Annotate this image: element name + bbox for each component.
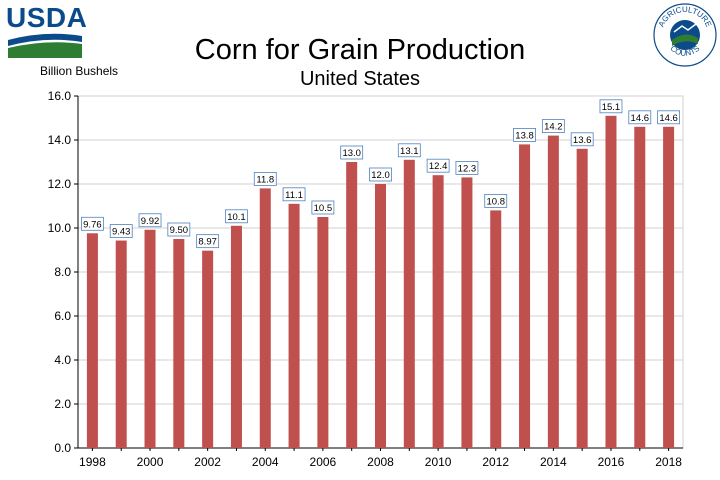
y-tick-label: 2.0 xyxy=(54,397,71,411)
data-label-2005: 11.1 xyxy=(285,190,303,201)
data-label-box xyxy=(109,224,133,238)
x-tick-label: 2004 xyxy=(252,455,279,469)
usda-logo: USDA xyxy=(6,2,87,62)
data-label-2012: 10.8 xyxy=(486,196,505,207)
usda-logo-text: USDA xyxy=(6,2,88,33)
usda-logo-swoosh-icon xyxy=(8,33,82,58)
bar-1999 xyxy=(115,240,127,448)
x-tick-label: 2008 xyxy=(367,455,394,469)
agriculture-counts-seal: AGRICULTURE COUNTS xyxy=(653,3,717,67)
data-label-2013: 13.8 xyxy=(515,130,534,141)
data-label-2004: 11.8 xyxy=(256,174,274,185)
data-label-2003: 10.1 xyxy=(227,212,246,223)
bar-2005 xyxy=(288,203,300,448)
y-axis-label: Billion Bushels xyxy=(40,64,119,78)
bar-2004 xyxy=(259,188,271,448)
bar-2009 xyxy=(403,159,415,449)
bar-1998 xyxy=(86,233,98,448)
bar-2010 xyxy=(432,175,444,448)
data-label-2014: 14.2 xyxy=(544,122,563,133)
x-tick-label: 2006 xyxy=(310,455,337,469)
bar-2007 xyxy=(346,162,358,448)
bar-2000 xyxy=(144,229,156,448)
data-label-2006: 10.5 xyxy=(314,203,333,214)
data-label-box xyxy=(541,119,565,133)
data-label-2010: 12.4 xyxy=(429,161,448,172)
data-label-box xyxy=(138,213,162,228)
data-label-box xyxy=(657,110,680,125)
x-tick-label: 2016 xyxy=(598,455,625,469)
data-label-2008: 12.0 xyxy=(371,170,390,181)
data-label-2009: 13.1 xyxy=(400,146,419,157)
bar-2012 xyxy=(490,210,502,448)
y-tick-label: 4.0 xyxy=(54,353,71,367)
data-label-box xyxy=(628,110,652,125)
bar-2003 xyxy=(230,225,242,448)
data-label-2016: 15.1 xyxy=(602,102,621,113)
data-label-box xyxy=(484,193,508,208)
y-tick-label: 8.0 xyxy=(54,265,71,279)
data-label-box xyxy=(426,158,450,173)
bar-2014 xyxy=(547,135,559,448)
bar-2006 xyxy=(317,217,329,448)
y-tick-label: 12.0 xyxy=(48,177,72,191)
data-label-1999: 9.43 xyxy=(112,227,131,238)
data-label-2018: 14.6 xyxy=(659,113,678,124)
data-label-box xyxy=(253,171,277,186)
data-label-box xyxy=(81,216,104,231)
x-tick-label: 2018 xyxy=(655,455,682,469)
y-tick-label: 0.0 xyxy=(54,441,71,455)
bar-2002 xyxy=(202,250,214,448)
bar-2013 xyxy=(519,144,531,448)
data-label-2002: 8.97 xyxy=(198,237,217,248)
data-label-2000: 9.92 xyxy=(141,216,160,227)
bar-2011 xyxy=(461,177,473,448)
x-tick-label: 2002 xyxy=(194,455,221,469)
y-tick-label: 16.0 xyxy=(48,89,72,103)
data-label-box xyxy=(196,234,220,249)
bar-2018 xyxy=(663,126,675,449)
data-label-2011: 12.3 xyxy=(458,163,477,174)
seal-text-bottom: COUNTS xyxy=(669,44,702,58)
data-label-box xyxy=(513,127,536,142)
svg-text:COUNTS: COUNTS xyxy=(669,44,702,58)
data-label-box xyxy=(455,160,479,175)
x-tick-label: 2014 xyxy=(540,455,567,469)
chart-subtitle: United States xyxy=(299,68,421,90)
data-label-2007: 13.0 xyxy=(342,148,361,159)
x-tick-label: 2000 xyxy=(137,455,164,469)
y-tick-label: 14.0 xyxy=(48,133,72,147)
data-label-2017: 14.6 xyxy=(631,113,650,124)
bar-2008 xyxy=(375,184,386,448)
data-label-box xyxy=(225,209,248,224)
data-label-box xyxy=(570,132,594,147)
data-label-2015: 13.6 xyxy=(573,135,592,146)
data-label-2001: 9.50 xyxy=(170,225,189,236)
bar-2017 xyxy=(634,126,646,449)
y-tick-label: 10.0 xyxy=(48,221,72,235)
bar-2001 xyxy=(173,239,185,448)
chart-title: Corn for Grain Production xyxy=(194,34,526,66)
bar-2015 xyxy=(576,148,588,449)
data-label-box xyxy=(282,187,306,202)
data-label-box xyxy=(167,222,191,237)
data-label-box xyxy=(599,99,623,114)
x-tick-label: 1998 xyxy=(79,455,106,469)
data-label-box xyxy=(397,143,421,158)
data-label-box xyxy=(369,167,392,182)
y-tick-label: 6.0 xyxy=(54,309,71,323)
x-tick-label: 2010 xyxy=(425,455,452,469)
data-label-1998: 9.76 xyxy=(83,219,102,230)
x-tick-label: 2012 xyxy=(482,455,509,469)
data-label-box xyxy=(340,145,364,160)
bar-2016 xyxy=(605,115,617,449)
data-label-box xyxy=(311,200,335,215)
